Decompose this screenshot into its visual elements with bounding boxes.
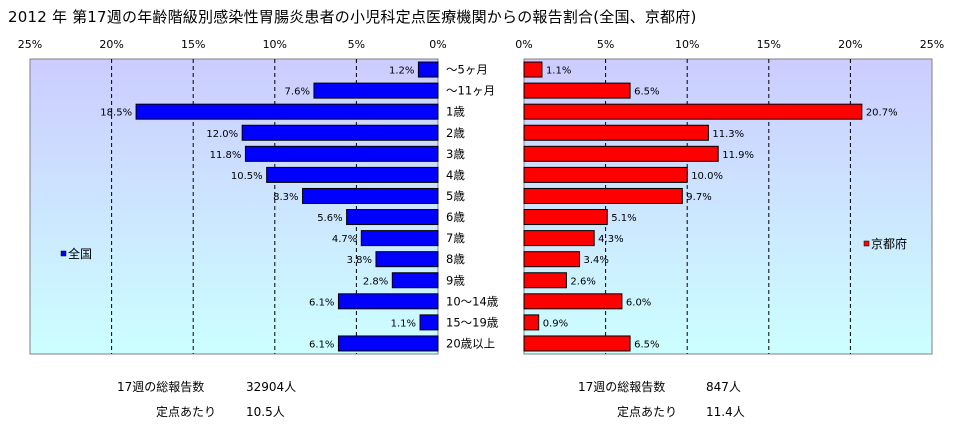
category-label: 9歳 <box>446 273 465 287</box>
x-tick-label-national: 5% <box>348 38 365 51</box>
bar-national <box>313 82 439 99</box>
data-label-national: 12.0% <box>206 129 238 140</box>
bar-kyoto <box>523 293 623 310</box>
kyoto-total-reports-value: 847人 <box>706 380 741 394</box>
national-total-reports-value: 32904人 <box>246 380 297 394</box>
category-label: 1歳 <box>446 105 465 119</box>
data-label-kyoto: 9.7% <box>686 192 711 203</box>
category-label: ～11ヶ月 <box>446 84 495 98</box>
x-tick-label-national: 10% <box>263 38 287 51</box>
bar-national <box>391 272 439 289</box>
data-label-kyoto: 0.9% <box>543 318 568 329</box>
bar-kyoto <box>523 145 719 162</box>
bar-kyoto <box>523 335 631 352</box>
data-label-kyoto: 11.9% <box>722 150 754 161</box>
category-label: 6歳 <box>446 210 465 224</box>
data-label-kyoto: 3.4% <box>583 255 608 266</box>
national-per-site-label: 定点あたり <box>156 405 217 419</box>
bar-kyoto <box>523 103 863 120</box>
legend-label-kyoto: 京都府 <box>871 236 907 251</box>
data-label-kyoto: 20.7% <box>866 108 898 119</box>
legend-label-national: 全国 <box>68 246 92 261</box>
data-label-national: 1.1% <box>391 318 416 329</box>
bar-kyoto <box>523 61 543 78</box>
legend-marker-national <box>60 250 67 257</box>
data-label-kyoto: 11.3% <box>712 129 744 140</box>
x-tick-label-kyoto: 15% <box>757 38 781 51</box>
bar-kyoto <box>523 314 540 331</box>
bar-national <box>302 187 439 204</box>
data-label-kyoto: 6.5% <box>634 87 659 98</box>
plot-area-kyoto <box>523 58 933 355</box>
bar-kyoto <box>523 209 608 226</box>
bar-kyoto <box>523 230 595 247</box>
category-label: ～5ヶ月 <box>446 63 488 77</box>
data-label-kyoto: 6.0% <box>626 297 651 308</box>
bar-national <box>337 335 439 352</box>
chart-title: 2012 年 第17週の年齢階級別感染性胃腸炎患者の小児科定点医療機関からの報告… <box>8 8 697 26</box>
category-label: 4歳 <box>446 168 465 182</box>
data-label-kyoto: 5.1% <box>611 213 636 224</box>
bar-national <box>417 61 439 78</box>
national-total-reports-label: 17週の総報告数 <box>117 380 205 394</box>
category-label: 8歳 <box>446 252 465 266</box>
x-tick-label-national: 20% <box>99 38 123 51</box>
plot-area-national <box>29 58 439 355</box>
kyoto-total-reports-label: 17週の総報告数 <box>578 380 666 394</box>
bar-kyoto <box>523 187 683 204</box>
data-label-national: 18.5% <box>100 108 132 119</box>
data-label-national: 5.6% <box>317 213 342 224</box>
bar-national <box>266 166 439 183</box>
x-tick-label-kyoto: 0% <box>515 38 532 51</box>
bar-national <box>244 145 439 162</box>
x-tick-label-kyoto: 25% <box>920 38 944 51</box>
data-label-kyoto: 1.1% <box>546 66 571 77</box>
x-tick-label-national: 25% <box>18 38 42 51</box>
data-label-national: 10.5% <box>231 171 263 182</box>
bar-national <box>241 124 439 141</box>
data-label-kyoto: 6.5% <box>634 339 659 350</box>
data-label-national: 6.1% <box>309 339 334 350</box>
kyoto-per-site-label: 定点あたり <box>617 405 678 419</box>
data-label-national: 11.8% <box>210 150 242 161</box>
data-label-national: 2.8% <box>363 276 388 287</box>
category-label: 3歳 <box>446 147 465 161</box>
bar-national <box>375 251 439 268</box>
data-label-national: 8.3% <box>273 192 298 203</box>
national-per-site-value: 10.5人 <box>246 405 285 419</box>
bar-national <box>337 293 439 310</box>
x-tick-label-kyoto: 10% <box>675 38 699 51</box>
bar-kyoto <box>523 272 567 289</box>
kyoto-per-site-value: 11.4人 <box>706 405 745 419</box>
bar-national <box>419 314 439 331</box>
data-label-national: 7.6% <box>285 87 310 98</box>
data-label-national: 1.2% <box>389 66 414 77</box>
data-label-national: 6.1% <box>309 297 334 308</box>
data-label-kyoto: 10.0% <box>691 171 723 182</box>
category-label: 7歳 <box>446 231 465 245</box>
legend-marker-kyoto <box>863 240 870 247</box>
data-label-kyoto: 4.3% <box>598 234 623 245</box>
x-tick-label-kyoto: 5% <box>597 38 614 51</box>
bar-kyoto <box>523 124 709 141</box>
category-label: 10～14歳 <box>446 294 499 308</box>
data-label-kyoto: 2.6% <box>570 276 595 287</box>
x-tick-label-kyoto: 20% <box>838 38 862 51</box>
data-label-national: 4.7% <box>332 234 357 245</box>
data-label-national: 3.8% <box>347 255 372 266</box>
category-label: 15～19歳 <box>446 315 499 329</box>
x-tick-label-national: 15% <box>181 38 205 51</box>
category-label: 20歳以上 <box>446 336 495 350</box>
bar-national <box>360 230 439 247</box>
category-label: 5歳 <box>446 189 465 203</box>
bar-kyoto <box>523 82 631 99</box>
category-label: 2歳 <box>446 126 465 140</box>
bar-kyoto <box>523 251 580 268</box>
bar-kyoto <box>523 166 688 183</box>
bar-national <box>135 103 439 120</box>
bar-national <box>346 209 439 226</box>
x-tick-label-national: 0% <box>429 38 446 51</box>
